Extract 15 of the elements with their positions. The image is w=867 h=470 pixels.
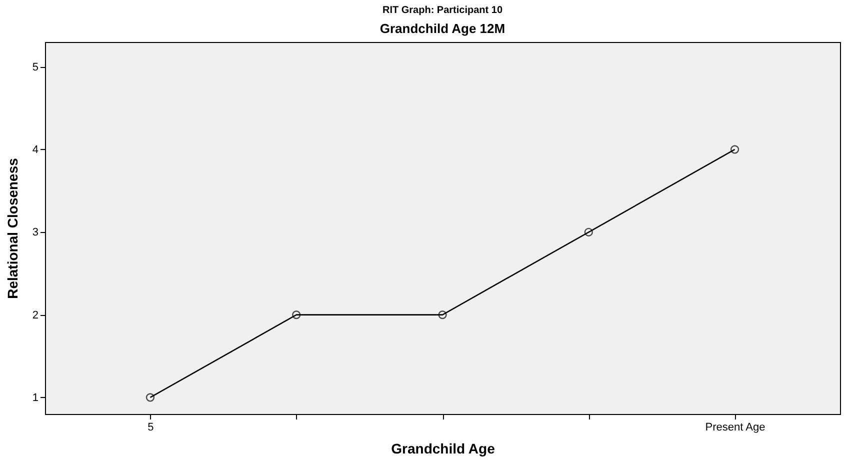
x-axis-title: Grandchild Age — [391, 440, 496, 456]
y-axis-title: Relational Closeness — [4, 158, 20, 299]
chart-title: RIT Graph: Participant 10 — [382, 5, 503, 16]
y-tick-label: 2 — [32, 309, 38, 322]
point — [146, 393, 155, 402]
point — [584, 228, 593, 236]
y-tick-label: 3 — [32, 226, 38, 239]
y-tick-label: 4 — [32, 144, 38, 156]
y-tick-label: 1 — [32, 392, 38, 404]
point — [438, 310, 447, 320]
point — [730, 145, 740, 154]
chart-subtitle: Grandchild Age 12M — [380, 21, 506, 36]
point — [292, 310, 301, 320]
y-tick-label: 5 — [32, 61, 38, 74]
x-tick-label: Present Age — [705, 422, 766, 434]
